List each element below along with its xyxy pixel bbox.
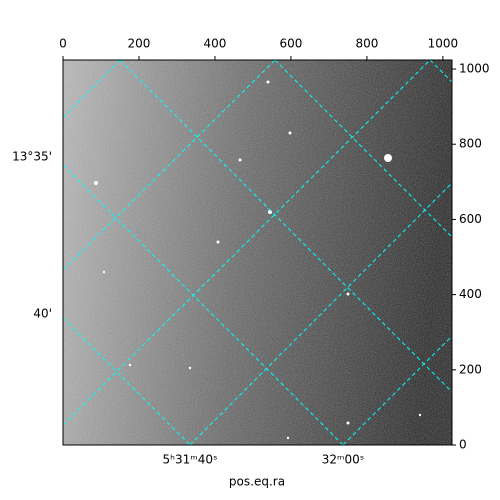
y-tick-label: 400 [459, 287, 482, 301]
ra-label: 32ᵐ00ˢ [322, 453, 365, 467]
x-tick-label: 1000 [428, 37, 459, 51]
x-tick-label: 400 [204, 37, 227, 51]
x-tick-label: 0 [59, 37, 67, 51]
frame [62, 59, 453, 446]
x-axis-label: pos.eq.ra [229, 475, 285, 489]
y-tick-label: 800 [459, 137, 482, 151]
x-tick-label: 800 [355, 37, 378, 51]
y-tick-label: 600 [459, 212, 482, 226]
coord-grid [63, 60, 452, 445]
y-tick-label: 200 [459, 362, 482, 376]
x-tick-label: 600 [279, 37, 302, 51]
dec-label: 40' [33, 307, 52, 321]
y-tick-label: 1000 [459, 62, 490, 76]
ra-label: 5ʰ31ᵐ40ˢ [163, 453, 218, 467]
dec-label: 13°35' [12, 150, 52, 164]
image [63, 60, 452, 445]
y-tick-label: 0 [459, 438, 467, 452]
x-tick-label: 200 [128, 37, 151, 51]
